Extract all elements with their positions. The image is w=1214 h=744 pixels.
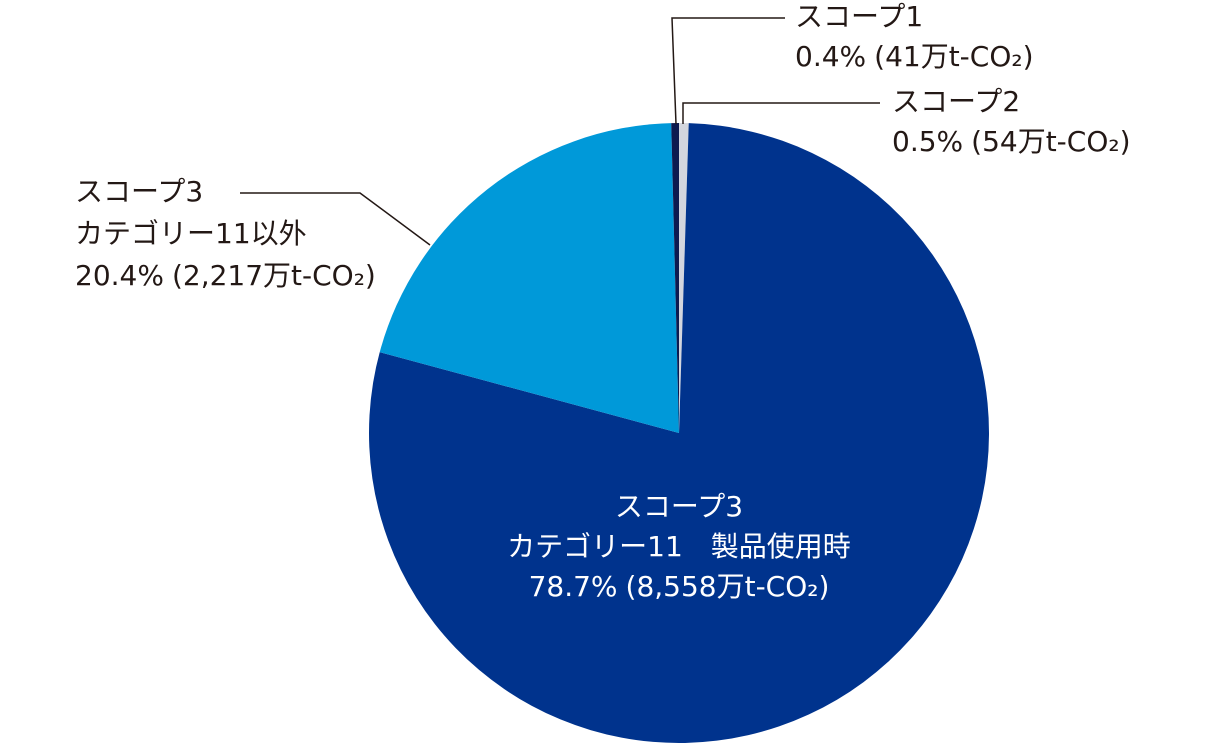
slice-value: 0.5% (54万t-CO₂) <box>892 125 1131 158</box>
slice-label: スコープ2 <box>892 85 1020 118</box>
value-label: 20.4% <box>75 259 164 292</box>
slice-value: 0.4% (41万t-CO₂) <box>795 40 1034 73</box>
leader-line <box>682 102 880 124</box>
value-label: 78.7% <box>529 570 618 603</box>
slice-label: スコープ3 <box>615 490 743 523</box>
slice-label: スコープ1 <box>795 0 923 33</box>
slice-value: 78.7% (8,558万t-CO₂) <box>529 570 830 603</box>
leader-line <box>671 17 785 125</box>
amount-label: (54万t-CO₂) <box>971 125 1130 158</box>
leader-line <box>240 192 431 246</box>
pie-slice <box>368 123 989 744</box>
slice-label: スコープ3 <box>75 175 203 208</box>
pie-slice <box>679 123 689 433</box>
slice-label: カテゴリー11 製品使用時 <box>507 530 851 563</box>
amount-label: (2,217万t-CO₂) <box>172 259 376 292</box>
amount-label: (41万t-CO₂) <box>874 40 1033 73</box>
slice-label: カテゴリー11以外 <box>75 217 307 250</box>
value-label: 0.4% <box>795 40 866 73</box>
pie-slice <box>379 123 679 433</box>
pie-slice <box>671 123 679 433</box>
value-label: 0.5% <box>892 125 963 158</box>
amount-label: (8,558万t-CO₂) <box>626 570 830 603</box>
slice-value: 20.4% (2,217万t-CO₂) <box>75 259 376 292</box>
